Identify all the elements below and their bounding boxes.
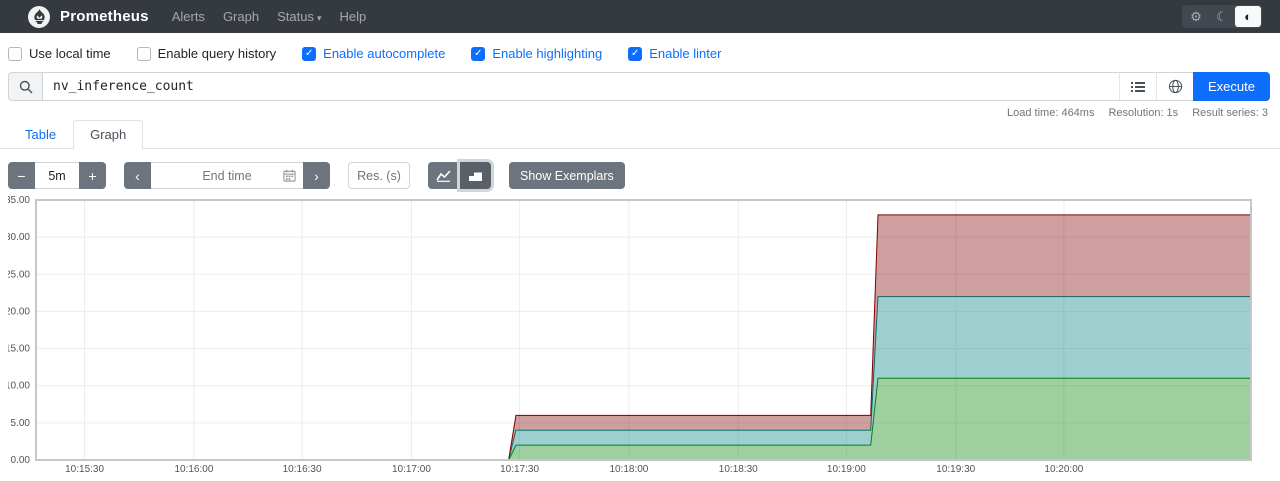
svg-text:10:19:30: 10:19:30 — [936, 464, 975, 475]
nav-item-alerts[interactable]: Alerts — [171, 9, 205, 24]
stacked-chart-icon[interactable] — [460, 162, 491, 189]
panel-tabs: Table Graph — [0, 120, 1280, 149]
option-use-local-time[interactable]: Use local time — [8, 46, 111, 61]
chart-type-toggle — [428, 162, 491, 189]
checkbox-checked-icon[interactable]: ✓ — [628, 46, 643, 61]
option-enable-linter[interactable]: ✓ Enable linter — [628, 46, 721, 61]
prometheus-brand[interactable]: Prometheus — [28, 5, 149, 28]
svg-text:20.00: 20.00 — [8, 306, 30, 317]
globe-icon[interactable] — [1156, 72, 1194, 101]
moon-icon[interactable]: ☾ — [1209, 6, 1235, 27]
show-exemplars-button[interactable]: Show Exemplars — [509, 162, 625, 189]
endtime-group: ‹ › — [124, 162, 330, 189]
top-navbar: Prometheus Alerts Graph Status ▾ Help ⚙ ☾… — [0, 0, 1280, 33]
chevron-down-icon: ▾ — [316, 13, 322, 23]
tab-graph[interactable]: Graph — [73, 120, 144, 149]
range-input[interactable] — [35, 162, 79, 189]
query-stats: Load time: 464ms Resolution: 1s Result s… — [0, 101, 1280, 119]
option-label: Use local time — [29, 46, 111, 61]
resolution: Resolution: 1s — [1108, 107, 1179, 119]
option-enable-highlighting[interactable]: ✓ Enable highlighting — [471, 46, 602, 61]
svg-text:10:16:00: 10:16:00 — [174, 464, 213, 475]
svg-text:10:15:30: 10:15:30 — [65, 464, 104, 475]
tab-table[interactable]: Table — [25, 127, 57, 142]
time-back-button[interactable]: ‹ — [124, 162, 151, 189]
nav-item-help[interactable]: Help — [339, 9, 367, 24]
load-time: Load time: 464ms — [1007, 107, 1095, 119]
range-decrease-button[interactable]: − — [8, 162, 35, 189]
query-input[interactable] — [42, 72, 1120, 101]
result-series: Result series: 3 — [1192, 107, 1268, 119]
option-label: Enable query history — [157, 46, 277, 61]
svg-text:10:17:00: 10:17:00 — [392, 464, 431, 475]
query-bar: Execute — [8, 72, 1270, 101]
checkbox-unchecked-icon[interactable] — [8, 46, 22, 61]
svg-text:10:18:00: 10:18:00 — [609, 464, 648, 475]
svg-text:25.00: 25.00 — [8, 269, 30, 280]
option-label: Enable linter — [649, 46, 722, 61]
time-forward-button[interactable]: › — [303, 162, 330, 189]
metrics-explorer-icon[interactable] — [1119, 72, 1157, 101]
contrast-icon[interactable]: ◐ — [1235, 6, 1261, 27]
svg-text:5.00: 5.00 — [11, 418, 31, 429]
svg-text:35.00: 35.00 — [8, 195, 30, 206]
checkbox-checked-icon[interactable]: ✓ — [302, 46, 317, 61]
prometheus-flame-icon — [28, 5, 50, 28]
options-bar: Use local time Enable query history ✓ Enabl… — [0, 33, 1280, 70]
execute-button[interactable]: Execute — [1193, 72, 1270, 101]
option-label: Enable highlighting — [492, 46, 603, 61]
graph-panel: 0.00 5.00 10.00 15.00 20.00 25.00 30.00 35.00 10… — [5, 195, 1280, 481]
svg-text:30.00: 30.00 — [8, 232, 30, 243]
nav-item-graph[interactable]: Graph — [222, 9, 260, 24]
checkbox-checked-icon[interactable]: ✓ — [471, 46, 486, 61]
line-chart-icon[interactable] — [428, 162, 459, 189]
option-enable-autocomplete[interactable]: ✓ Enable autocomplete — [302, 46, 445, 61]
svg-text:10:16:30: 10:16:30 — [283, 464, 322, 475]
range-increase-button[interactable]: + — [79, 162, 106, 189]
gear-icon[interactable]: ⚙ — [1183, 6, 1209, 27]
option-enable-query-history[interactable]: Enable query history — [136, 46, 277, 61]
search-icon — [8, 72, 42, 101]
option-label: Enable autocomplete — [323, 46, 446, 61]
svg-text:10:18:30: 10:18:30 — [719, 464, 758, 475]
svg-text:10:19:00: 10:19:00 — [827, 464, 866, 475]
brand-title: Prometheus — [60, 8, 149, 25]
svg-text:10.00: 10.00 — [8, 381, 30, 392]
svg-text:10:20:00: 10:20:00 — [1044, 464, 1083, 475]
theme-switcher: ⚙ ☾ ◐ — [1182, 5, 1262, 28]
range-group: − + — [8, 162, 106, 189]
nav-item-status[interactable]: Status ▾ — [277, 9, 322, 24]
svg-text:0.00: 0.00 — [11, 455, 31, 466]
svg-text:10:17:30: 10:17:30 — [500, 464, 539, 475]
svg-text:15.00: 15.00 — [8, 344, 30, 355]
checkbox-unchecked-icon[interactable] — [136, 46, 151, 61]
end-time-input[interactable] — [151, 162, 303, 189]
resolution-input[interactable] — [348, 162, 410, 189]
graph-canvas[interactable]: 0.00 5.00 10.00 15.00 20.00 25.00 30.00 35.00 10… — [5, 195, 1253, 476]
graph-controls: − + ‹ › Show Exemplars — [8, 162, 1272, 189]
